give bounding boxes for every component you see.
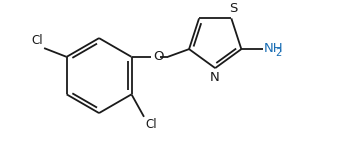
Text: N: N: [210, 71, 220, 84]
Text: S: S: [229, 2, 237, 15]
Text: Cl: Cl: [31, 35, 43, 48]
Text: 2: 2: [276, 48, 282, 58]
Text: NH: NH: [264, 42, 284, 55]
Text: O: O: [153, 50, 164, 63]
Text: Cl: Cl: [145, 118, 157, 131]
